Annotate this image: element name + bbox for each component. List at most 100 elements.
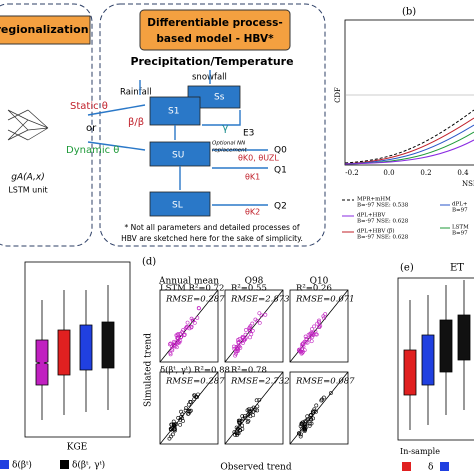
scatter-point bbox=[243, 332, 248, 337]
store: SU bbox=[172, 151, 184, 161]
x-label: KGE bbox=[67, 443, 87, 453]
scatter-point bbox=[303, 426, 308, 430]
scatter-point bbox=[196, 306, 201, 310]
scatter-point bbox=[310, 332, 315, 337]
scatter-point bbox=[301, 344, 306, 349]
buckets bbox=[149, 85, 241, 217]
legend-label: δ bbox=[428, 463, 433, 473]
scatter-point bbox=[309, 421, 314, 426]
scatter-point bbox=[257, 320, 262, 325]
scatter-point bbox=[242, 414, 247, 419]
panel-title: ET bbox=[450, 263, 464, 274]
scatter-point bbox=[254, 398, 259, 403]
scatter-point bbox=[249, 332, 254, 337]
theta: θK1 bbox=[245, 173, 260, 182]
scatter-point bbox=[179, 334, 184, 339]
scatter-point bbox=[251, 409, 256, 414]
one-to-one bbox=[224, 289, 284, 363]
scatter-point bbox=[305, 414, 310, 419]
stat-label: R²=0.78 bbox=[231, 366, 267, 376]
scatter-point bbox=[322, 395, 326, 400]
stat-label: LSTM R²=0.72 bbox=[160, 284, 224, 294]
scatter-point bbox=[313, 329, 318, 334]
scatter-point bbox=[318, 324, 323, 328]
flow: Q1 bbox=[274, 166, 287, 176]
x-label: In-sample bbox=[400, 447, 440, 456]
note: * Not all parameters and detailed proces… bbox=[125, 223, 300, 232]
scatter-point bbox=[172, 341, 177, 346]
scatter-point bbox=[170, 432, 175, 437]
scatter-point bbox=[177, 340, 182, 345]
scatter-point bbox=[170, 346, 175, 351]
scatter-point bbox=[323, 312, 328, 317]
header: regionalization bbox=[0, 23, 89, 36]
header-box bbox=[139, 9, 291, 51]
model-box bbox=[99, 3, 326, 247]
y-label: CDF bbox=[334, 87, 342, 103]
scatter-point bbox=[237, 337, 242, 341]
legend-label: δ(βᵗ) bbox=[12, 460, 32, 471]
legend-label: dPL+HBV (β) bbox=[357, 228, 395, 235]
scatter-point bbox=[172, 339, 176, 344]
scatter-point bbox=[246, 412, 251, 417]
stat-label: δ(βᵗ, γᵗ) R²=0.88 bbox=[160, 365, 230, 376]
scatter-point bbox=[241, 341, 245, 345]
scatter-point bbox=[317, 318, 321, 323]
scatter-point bbox=[180, 412, 185, 417]
scatter-point bbox=[300, 344, 305, 349]
scatter-point bbox=[250, 328, 255, 333]
scatter-point bbox=[255, 408, 260, 413]
scatter-point bbox=[182, 333, 187, 338]
scatter-point bbox=[303, 334, 308, 339]
stat-label: R²=0.55 bbox=[231, 284, 267, 294]
scatter-point bbox=[235, 344, 240, 349]
stat-label: R²=0.26 bbox=[296, 284, 332, 294]
scatter-point bbox=[236, 346, 240, 351]
flow: Q0 bbox=[274, 146, 287, 156]
nn: replacement bbox=[212, 148, 248, 154]
bucket bbox=[149, 191, 211, 217]
stat-label: RMSE=2.873 bbox=[230, 295, 290, 305]
cdf-lines bbox=[344, 109, 474, 165]
axes bbox=[159, 371, 219, 445]
scatter-point bbox=[303, 419, 307, 424]
lstm-fn: gA(A,x) bbox=[11, 173, 44, 183]
axes bbox=[397, 277, 474, 441]
panel-label: (b) bbox=[402, 7, 416, 18]
forcing: Precipitation/Temperature bbox=[130, 55, 293, 68]
stat-label: RMSE=0.071 bbox=[295, 295, 355, 305]
scatter-point bbox=[232, 430, 237, 435]
scatter-point bbox=[303, 340, 308, 345]
legend-swatch bbox=[60, 460, 69, 469]
scatter-point bbox=[322, 316, 327, 320]
scatter-point bbox=[178, 335, 183, 340]
scatter-point bbox=[235, 349, 239, 353]
scatter-point bbox=[192, 397, 197, 402]
scatter-point bbox=[241, 335, 245, 340]
axes bbox=[24, 261, 131, 438]
scatter-point bbox=[310, 327, 314, 331]
scatter-point bbox=[188, 408, 193, 413]
axes bbox=[224, 289, 284, 363]
scatter-point bbox=[307, 424, 312, 428]
scatter-point bbox=[167, 342, 172, 347]
scatter-point bbox=[257, 397, 262, 402]
scatter-point bbox=[255, 404, 260, 409]
nn: Optional NN bbox=[212, 141, 245, 147]
legend: MPR+mHM B=-97 NSE: 0.538 dPL+HBV B=-97 N… bbox=[342, 197, 469, 241]
scatter-point bbox=[308, 421, 312, 426]
one-to-one bbox=[159, 371, 219, 445]
scatter-point bbox=[255, 319, 260, 323]
scatter-point bbox=[257, 311, 262, 316]
scatter-point bbox=[249, 407, 254, 411]
scatter-point bbox=[263, 312, 268, 317]
scatter-point bbox=[234, 425, 239, 430]
scatter-point bbox=[310, 409, 315, 414]
scatter-point bbox=[237, 420, 242, 425]
scatter-point bbox=[259, 313, 264, 318]
scatter-point bbox=[320, 397, 324, 402]
scatter-point bbox=[185, 320, 190, 325]
scatter-point bbox=[301, 425, 306, 430]
scatter-point bbox=[240, 427, 245, 431]
